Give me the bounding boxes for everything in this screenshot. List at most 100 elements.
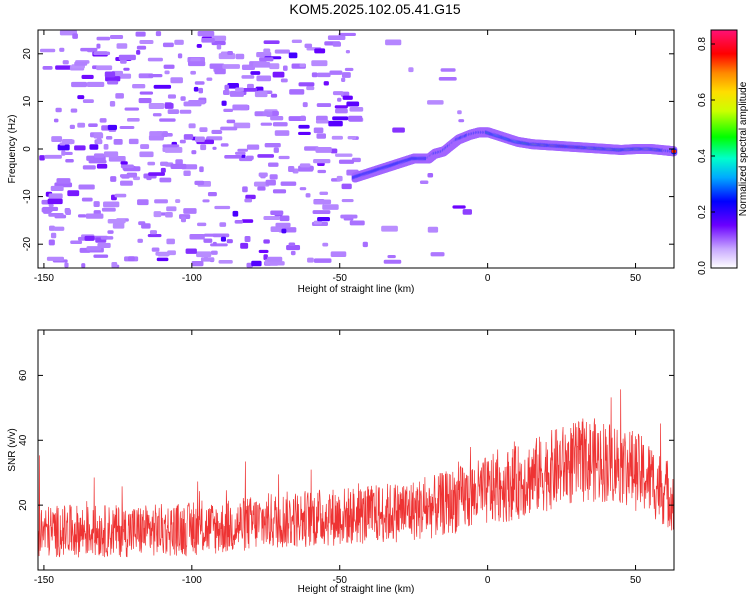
heatmap-cell xyxy=(136,50,141,55)
heatmap-cell xyxy=(183,101,202,107)
heatmap-cell xyxy=(166,238,175,245)
heatmap-cell xyxy=(105,136,113,140)
heatmap-cell xyxy=(96,163,108,169)
heatmap-cell xyxy=(288,166,295,172)
heatmap-cell xyxy=(313,127,324,134)
snr-y-axis: 20 40 60 xyxy=(18,369,674,511)
heatmap-cell xyxy=(157,252,170,257)
heatmap-cell xyxy=(42,206,59,211)
heatmap-cell xyxy=(56,178,71,184)
heatmap-cell xyxy=(197,30,215,37)
heatmap-cell xyxy=(385,39,402,46)
heatmap-cell xyxy=(59,142,66,146)
heatmap-cell xyxy=(154,199,168,204)
heatmap-cell xyxy=(201,38,215,43)
heatmap-cell xyxy=(96,138,102,145)
heatmap-cell xyxy=(289,89,305,95)
heatmap-cell xyxy=(260,122,273,126)
heatmap-cell xyxy=(306,86,315,91)
heatmap-cell xyxy=(272,71,285,78)
heatmap-cell xyxy=(119,125,135,130)
heatmap-cell xyxy=(344,67,354,71)
heatmap-cell xyxy=(194,81,205,85)
heatmap-cell xyxy=(175,199,181,204)
colorbar: 0.0 0.2 0.4 0.6 0.8 Normalized spectral ampl… xyxy=(697,29,749,275)
heatmap-cell xyxy=(254,91,268,98)
heatmap-cell xyxy=(202,199,210,203)
heatmap-cell xyxy=(149,230,157,235)
heatmap-cell xyxy=(298,131,311,135)
heatmap-cell xyxy=(256,75,272,82)
heatmap-cell xyxy=(288,52,298,59)
heatmap-cell xyxy=(114,193,127,198)
heatmap-cell xyxy=(331,135,343,140)
heatmap-cell xyxy=(223,108,234,113)
heatmap-cell xyxy=(200,257,215,262)
heatmap-cell xyxy=(267,256,283,262)
heatmap-cell xyxy=(259,57,274,62)
heatmap-cell xyxy=(281,228,287,234)
heatmap-cell xyxy=(103,201,120,208)
heatmap-cell xyxy=(212,241,217,246)
heatmap-cell xyxy=(274,49,290,54)
heatmap-cell xyxy=(328,120,343,127)
heatmap-cell xyxy=(258,172,268,177)
heatmap-cell xyxy=(348,115,363,122)
heatmap-cell xyxy=(312,210,331,214)
heatmap-cell xyxy=(253,181,270,187)
heatmap-cell xyxy=(109,101,116,107)
x-tick-label: 50 xyxy=(630,273,642,284)
heatmap-cell xyxy=(419,180,429,185)
heatmap-cell xyxy=(235,53,245,60)
heatmap-cell xyxy=(93,153,105,158)
heatmap-cell xyxy=(50,232,57,239)
heatmap-cell xyxy=(220,236,227,242)
heatmap-cell xyxy=(241,75,255,79)
heatmap-cell xyxy=(53,118,59,123)
heatmap-cell xyxy=(220,51,229,58)
heatmap-cell xyxy=(265,179,276,186)
heatmap-cell xyxy=(69,124,75,129)
heatmap-cell xyxy=(162,144,179,148)
heatmap-cell xyxy=(299,63,306,68)
heatmap-cell xyxy=(107,124,118,130)
x-tick-label: 0 xyxy=(485,575,491,586)
heatmap-cell xyxy=(159,118,176,122)
heatmap-cell xyxy=(313,258,332,263)
heatmap-cell xyxy=(300,115,306,121)
heatmap-cell xyxy=(290,250,296,256)
heatmap-cell xyxy=(275,222,291,228)
heatmap-cell xyxy=(316,133,326,139)
heatmap-cell xyxy=(39,48,56,53)
y-tick-label: -10 xyxy=(22,189,33,204)
heatmap-cell xyxy=(70,108,78,113)
heatmap-cell xyxy=(313,220,322,225)
heatmap-cell xyxy=(55,107,62,113)
heatmap-cell xyxy=(341,72,351,78)
snr-x-label: Height of straight line (km) xyxy=(298,584,415,595)
heatmap-cell xyxy=(74,61,88,66)
heatmap-cell xyxy=(109,35,124,39)
heatmap-cell xyxy=(263,48,271,54)
heatmap-cell xyxy=(170,163,187,169)
heatmap-cell xyxy=(327,35,346,40)
heatmap-cell xyxy=(316,115,328,122)
heatmap-cell xyxy=(263,215,280,221)
heatmap-cell xyxy=(227,82,239,89)
heatmap-cell xyxy=(81,197,93,202)
heatmap-cell xyxy=(116,43,128,49)
heatmap-cell xyxy=(307,257,314,263)
heatmap-cell xyxy=(272,122,288,127)
heatmap-cell xyxy=(211,35,227,41)
heatmap-cell xyxy=(323,81,329,86)
heatmap-cell xyxy=(197,222,207,227)
heatmap-cell xyxy=(246,155,254,160)
heatmap-cell xyxy=(457,110,462,115)
heatmap-cell xyxy=(268,162,279,167)
heatmap-cell xyxy=(167,250,176,256)
heatmap-cell xyxy=(72,33,78,39)
heatmap-cell xyxy=(247,83,254,89)
heatmap-cell xyxy=(148,102,165,109)
heatmap-cell xyxy=(148,74,163,78)
heatmap-cell xyxy=(123,67,130,71)
